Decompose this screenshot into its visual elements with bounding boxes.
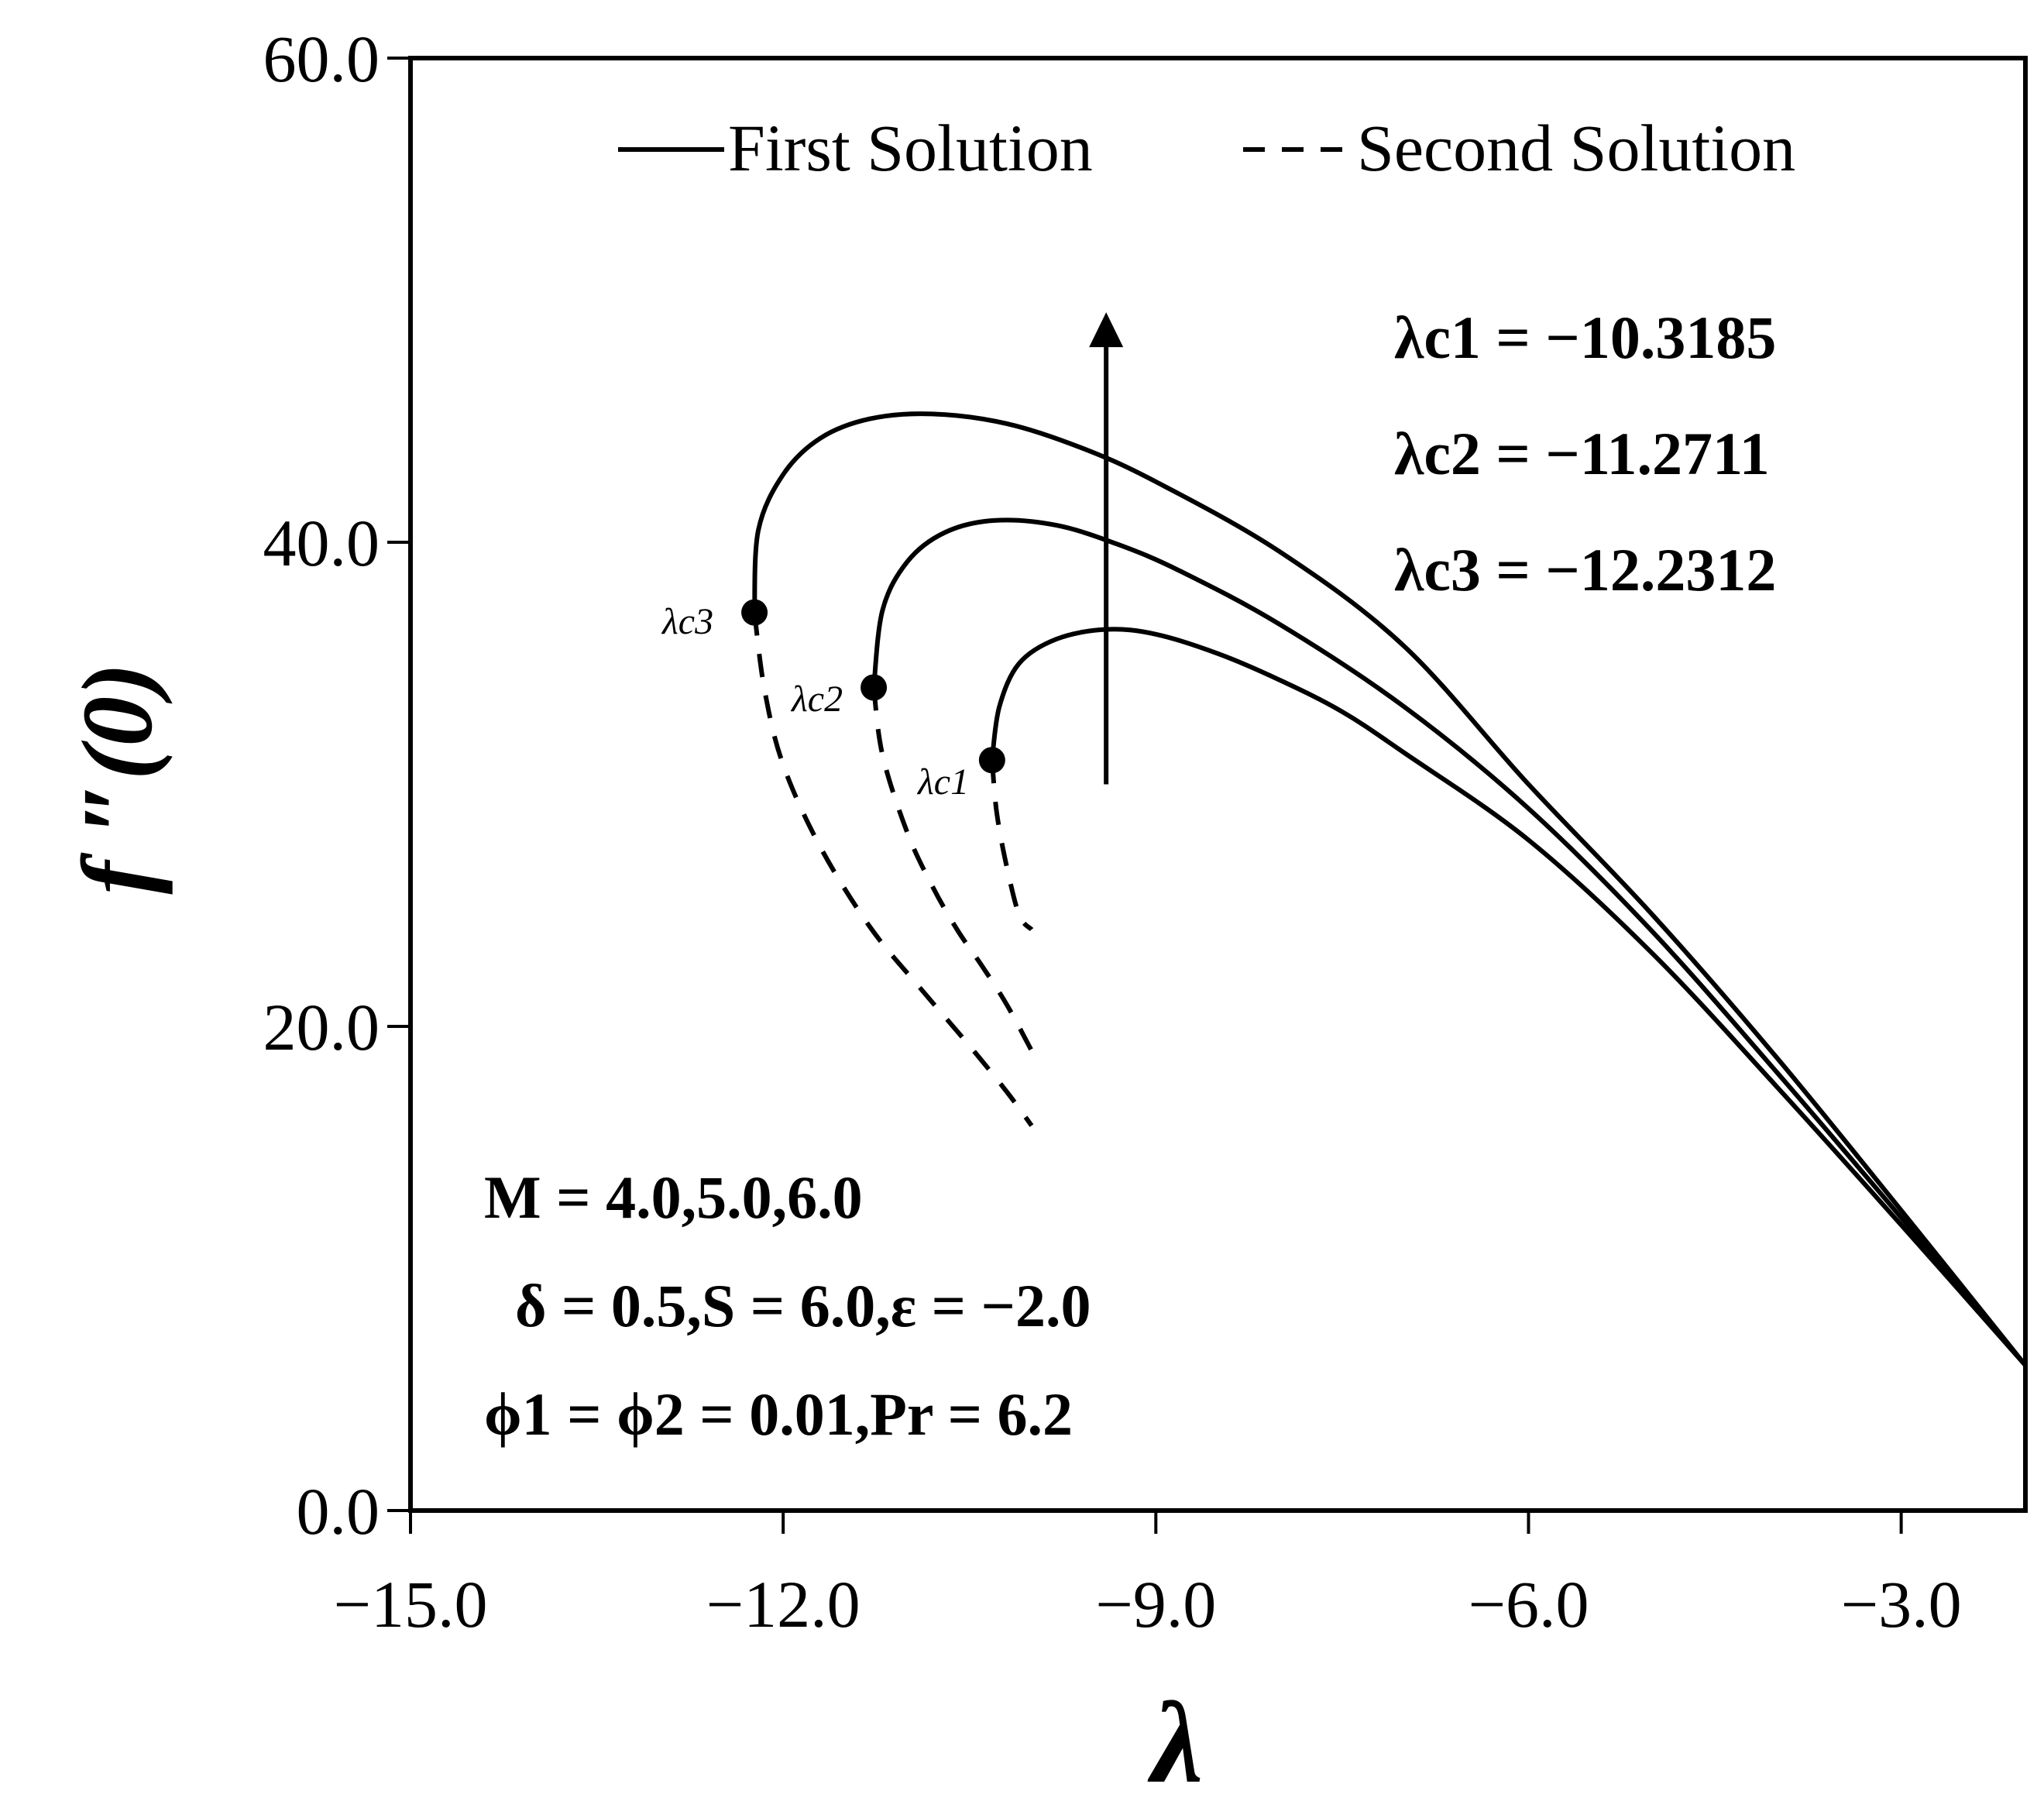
points-layer [741,599,1005,774]
y-tick-label: 40.0 [263,506,380,580]
critical-point-3 [741,599,768,626]
point-label-c2: λc2 [790,679,843,720]
x-axis: −15.0 −12.0 −9.0 −6.0 −3.0 [333,1511,1962,1641]
first-solution-curve-3 [752,411,2028,1367]
second-solution-curve-2 [871,687,1034,1052]
critical-point-1 [978,747,1005,774]
second-solution-curve-1 [989,759,1034,932]
critical-value-2: λc2 = −11.2711 [1394,420,1770,487]
parameters: M = 4.0,5.0,6.0 δ = 0.5,S = 6.0,ε = −2.0… [484,1164,1091,1448]
critical-values: λc1 = −10.3185 λc2 = −11.2711 λc3 = −12.… [1394,304,1776,603]
param-line-2: δ = 0.5,S = 6.0,ε = −2.0 [515,1272,1091,1339]
second-solution-curve-3 [752,612,1034,1127]
critical-point-2 [861,674,888,701]
legend-first-solution: First Solution [728,111,1093,185]
critical-value-3: λc3 = −12.2312 [1394,536,1776,603]
y-tick-label: 60.0 [263,22,380,96]
first-solution-curve-2 [871,517,2028,1367]
plot-frame [408,56,2028,1513]
y-axis: 0.0 20.0 40.0 60.0 [263,22,411,1548]
x-tick-label: −6.0 [1468,1567,1589,1641]
x-tick-label: −3.0 [1841,1567,1962,1641]
x-tick-label: −15.0 [333,1567,487,1641]
point-label-c1: λc1 [916,761,969,803]
y-tick-label: 0.0 [297,1474,380,1548]
param-line-3: ϕ1 = ϕ2 = 0.01,Pr = 6.2 [484,1380,1073,1448]
param-line-1: M = 4.0,5.0,6.0 [484,1164,863,1231]
x-tick-label: −9.0 [1095,1567,1216,1641]
arrow-head [1089,312,1124,348]
y-tick-label: 20.0 [263,990,380,1064]
legend-second-solution: Second Solution [1357,111,1795,185]
first-solution-curve-1 [989,627,2028,1367]
y-axis-title: f ″(0) [62,662,173,894]
critical-value-1: λc1 = −10.3185 [1394,304,1776,371]
point-label-c3: λc3 [661,601,713,642]
legend: First Solution Second Solution [618,111,1795,185]
x-tick-label: −12.0 [706,1567,861,1641]
series-layer [752,411,2028,1367]
x-axis-title: λ [1147,1679,1204,1807]
